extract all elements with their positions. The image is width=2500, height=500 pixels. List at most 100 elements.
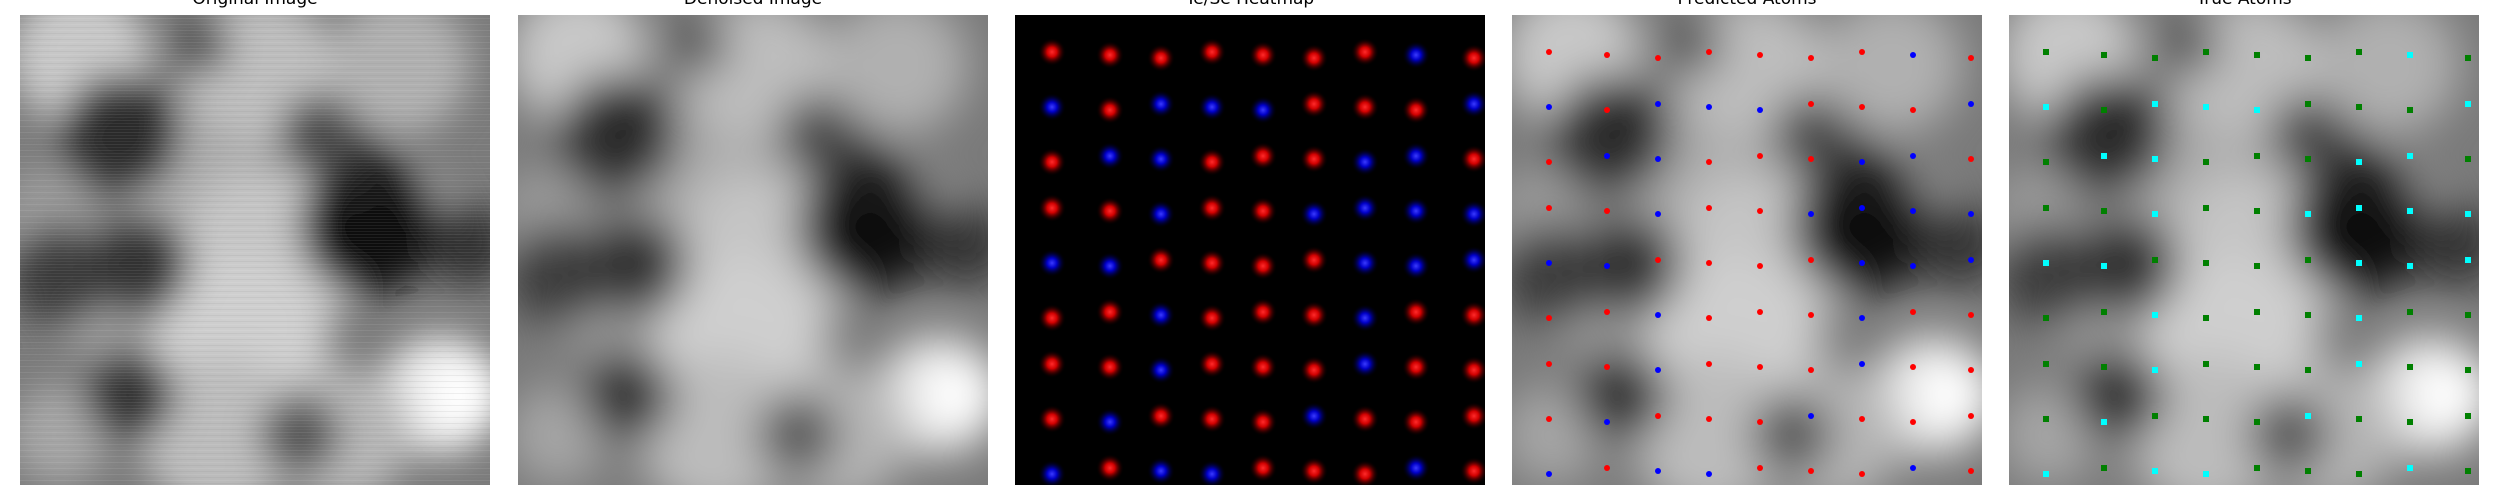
true-se-marker	[2152, 156, 2158, 162]
te-spot	[1460, 457, 1485, 485]
te-spot	[1300, 90, 1328, 118]
se-spot	[1147, 90, 1175, 118]
predicted-te-marker	[1808, 367, 1814, 373]
true-se-marker	[2356, 361, 2362, 367]
predicted-te-marker	[1757, 465, 1763, 471]
se-spot	[1249, 96, 1277, 124]
te-spot	[1096, 41, 1124, 69]
predicted-te-marker	[1859, 49, 1865, 55]
predicted-te-marker	[1808, 312, 1814, 318]
predicted-se-marker	[1546, 471, 1552, 477]
true-te-marker	[2203, 159, 2209, 165]
predicted-se-marker	[1859, 205, 1865, 211]
te-spot	[1249, 252, 1277, 280]
predicted-te-marker	[1546, 361, 1552, 367]
panel-true: True Atoms	[2009, 0, 2479, 500]
te-spot	[1096, 454, 1124, 482]
predicted-te-marker	[1910, 419, 1916, 425]
te-se-heatmap	[1015, 15, 1485, 485]
true-se-marker	[2043, 104, 2049, 110]
predicted-te-marker	[1546, 315, 1552, 321]
true-te-marker	[2043, 416, 2049, 422]
se-spot	[1460, 246, 1485, 274]
true-se-marker	[2356, 159, 2362, 165]
panel-predicted: Predicted Atoms	[1512, 0, 1982, 500]
true-se-marker	[2465, 257, 2471, 263]
true-se-marker	[2152, 211, 2158, 217]
true-te-marker	[2043, 361, 2049, 367]
te-spot	[1198, 148, 1226, 176]
se-spot	[1096, 142, 1124, 170]
predicted-te-marker	[1859, 471, 1865, 477]
true-se-marker	[2152, 312, 2158, 318]
te-spot	[1300, 246, 1328, 274]
se-spot	[1300, 402, 1328, 430]
predicted-se-marker	[1604, 153, 1610, 159]
se-spot	[1351, 249, 1379, 277]
predicted-atoms-image	[1512, 15, 1982, 485]
panel-title: Te/Se Heatmap	[1015, 0, 1485, 9]
predicted-te-marker	[1655, 55, 1661, 61]
true-te-marker	[2254, 364, 2260, 370]
predicted-se-marker	[1859, 361, 1865, 367]
predicted-te-marker	[1757, 208, 1763, 214]
true-te-marker	[2254, 52, 2260, 58]
true-te-marker	[2254, 153, 2260, 159]
predicted-te-marker	[1706, 260, 1712, 266]
predicted-se-marker	[1655, 468, 1661, 474]
predicted-te-marker	[1546, 416, 1552, 422]
true-te-marker	[2465, 413, 2471, 419]
true-te-marker	[2254, 208, 2260, 214]
predicted-te-marker	[1706, 159, 1712, 165]
te-spot	[1300, 44, 1328, 72]
te-spot	[1249, 408, 1277, 436]
predicted-se-marker	[1757, 107, 1763, 113]
true-te-marker	[2407, 419, 2413, 425]
predicted-se-marker	[1706, 104, 1712, 110]
te-spot	[1198, 304, 1226, 332]
predicted-te-marker	[1706, 205, 1712, 211]
te-spot	[1402, 408, 1430, 436]
predicted-te-marker	[1968, 468, 1974, 474]
true-te-marker	[2152, 413, 2158, 419]
true-se-marker	[2407, 52, 2413, 58]
te-spot	[1249, 142, 1277, 170]
true-se-marker	[2254, 107, 2260, 113]
se-spot	[1147, 356, 1175, 384]
se-spot	[1402, 252, 1430, 280]
panel-title: Predicted Atoms	[1512, 0, 1982, 9]
te-spot	[1460, 44, 1485, 72]
predicted-te-marker	[1968, 55, 1974, 61]
predicted-te-marker	[1604, 107, 1610, 113]
te-spot	[1096, 298, 1124, 326]
predicted-te-marker	[1757, 263, 1763, 269]
true-se-marker	[2101, 263, 2107, 269]
predicted-te-marker	[1968, 312, 1974, 318]
se-spot	[1147, 145, 1175, 173]
te-spot	[1198, 194, 1226, 222]
true-te-marker	[2305, 257, 2311, 263]
predicted-te-marker	[1706, 361, 1712, 367]
true-se-marker	[2152, 468, 2158, 474]
original-image	[20, 15, 490, 485]
predicted-te-marker	[1757, 364, 1763, 370]
predicted-te-marker	[1968, 367, 1974, 373]
te-spot	[1198, 249, 1226, 277]
predicted-te-marker	[1546, 205, 1552, 211]
true-te-marker	[2356, 49, 2362, 55]
true-se-marker	[2407, 208, 2413, 214]
true-te-marker	[2305, 468, 2311, 474]
te-spot	[1198, 405, 1226, 433]
te-spot	[1300, 457, 1328, 485]
predicted-te-marker	[1706, 315, 1712, 321]
te-spot	[1038, 38, 1066, 66]
true-se-marker	[2152, 367, 2158, 373]
predicted-se-marker	[1859, 260, 1865, 266]
se-spot	[1096, 252, 1124, 280]
te-spot	[1038, 304, 1066, 332]
te-spot	[1038, 194, 1066, 222]
true-te-marker	[2407, 107, 2413, 113]
true-te-marker	[2203, 361, 2209, 367]
te-spot	[1351, 460, 1379, 485]
true-se-marker	[2407, 465, 2413, 471]
